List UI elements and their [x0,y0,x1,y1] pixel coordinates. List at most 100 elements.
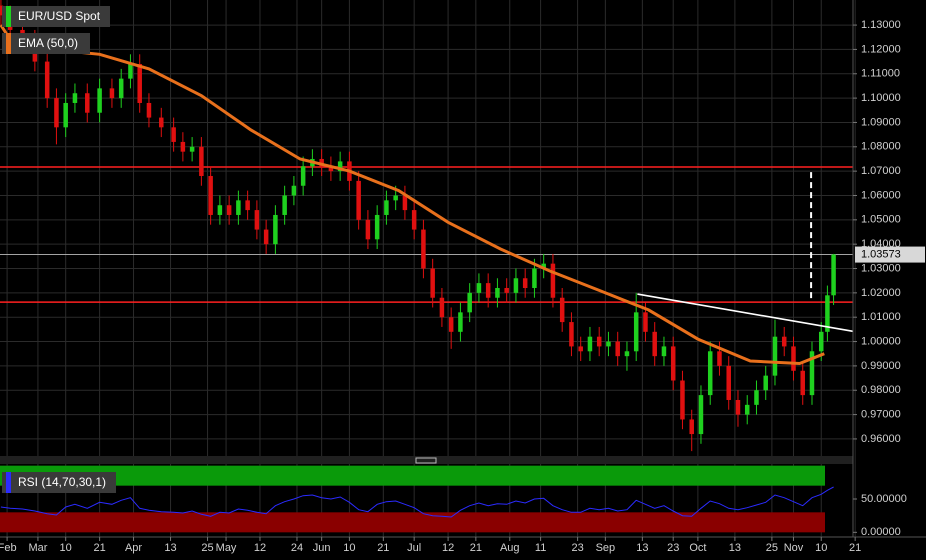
candle-body [236,200,241,215]
x-tick-label: 11 [535,542,546,554]
x-tick-label: 13 [164,542,176,554]
x-tick-label: Feb [0,542,17,554]
candle-body [569,322,574,347]
legend-swatch [6,472,11,493]
candle-body [763,375,768,391]
x-tick-label: 23 [571,542,583,554]
candle-body [402,195,408,211]
legend-swatch [6,6,11,27]
x-tick-label: 13 [636,542,648,554]
candle-body [291,185,297,196]
ema-line [0,24,825,366]
y-tick-label: 1.05000 [861,214,901,226]
y-tick-label: 0.99000 [861,360,901,372]
legend-label: EMA (50,0) [18,36,78,50]
candle-body [411,210,417,230]
x-tick-label: 25 [201,542,213,554]
rsi-line [0,486,834,518]
candle-body [421,229,426,269]
trend-line [637,293,854,333]
y-tick-label: 1.07000 [861,165,901,177]
candle-body [245,200,250,211]
candle-body [800,370,805,396]
candle-body [356,180,361,220]
candle-body [217,205,223,215]
x-tick-label: Oct [689,542,706,554]
candle-body [476,283,482,293]
y-tick-label: 1.00000 [861,335,901,347]
x-tick-label: 10 [60,542,72,554]
x-tick-label: 24 [291,542,303,554]
candle-body [393,195,398,201]
candle-body [226,205,232,215]
price-tag-label: 1.03573 [861,248,901,260]
candle-body [63,102,68,128]
candle-body [559,297,565,323]
candle-body [680,380,685,420]
candle-body [550,263,556,298]
candle-body [578,346,583,352]
candle-body [458,312,463,332]
candle-body [772,336,778,376]
x-tick-label: 21 [470,542,482,554]
candle-body [72,93,78,103]
candle-body [159,117,164,128]
price-tag [855,246,925,263]
candle-body [180,141,186,152]
x-tick-label: 12 [254,542,266,554]
candle-body [263,229,269,245]
x-tick-label: Jun [313,542,331,554]
candle-body [587,336,593,352]
candle-body [532,268,537,288]
candle-body [85,93,90,113]
candle-body [670,346,676,381]
rsi-band [0,512,825,533]
y-tick-label: 0.97000 [861,408,901,420]
candle-body [337,161,343,172]
candle-body [208,176,213,215]
legend-box[interactable] [2,33,90,54]
candle-body [137,64,142,103]
candle-body [661,346,667,357]
candle-body [522,278,528,288]
y-tick-label: 1.13000 [861,19,901,31]
x-tick-label: Jul [407,542,421,554]
legend-box[interactable] [2,6,110,27]
candle-body [374,214,380,240]
x-tick-label: Sep [596,542,616,554]
x-tick-label: 23 [667,542,679,554]
resize-handle[interactable] [415,457,437,464]
candle-body [0,5,4,16]
candle-body [118,78,124,99]
candle-body [448,317,454,332]
x-tick-label: Apr [125,542,142,554]
candle-body [467,292,472,313]
y-tick-label: 1.12000 [861,43,901,55]
candle-body [365,219,371,240]
legend-label: EUR/USD Spot [18,9,101,23]
x-tick-label: 25 [766,542,778,554]
candle-body [596,336,602,347]
candle-body [643,312,648,332]
candle-body [171,127,176,142]
candle-body [504,287,509,293]
candle-body [128,64,133,79]
grid [0,0,856,537]
candle-body [430,268,435,298]
candle-body [273,214,278,245]
legend-box[interactable] [2,472,116,493]
candle-body [633,312,639,352]
y-tick-label: 0.00000 [861,526,901,538]
x-tick-label: Mar [28,542,47,554]
x-tick-label: 21 [849,542,861,554]
panel-separator [0,456,853,464]
candle-body [652,331,657,357]
candle-body [689,419,694,435]
candle-body [831,254,836,296]
candle-body [809,351,815,396]
candle-body [384,200,389,215]
y-tick-label: 1.11000 [861,68,900,80]
candle-body [300,166,306,186]
candle-body [606,341,611,347]
